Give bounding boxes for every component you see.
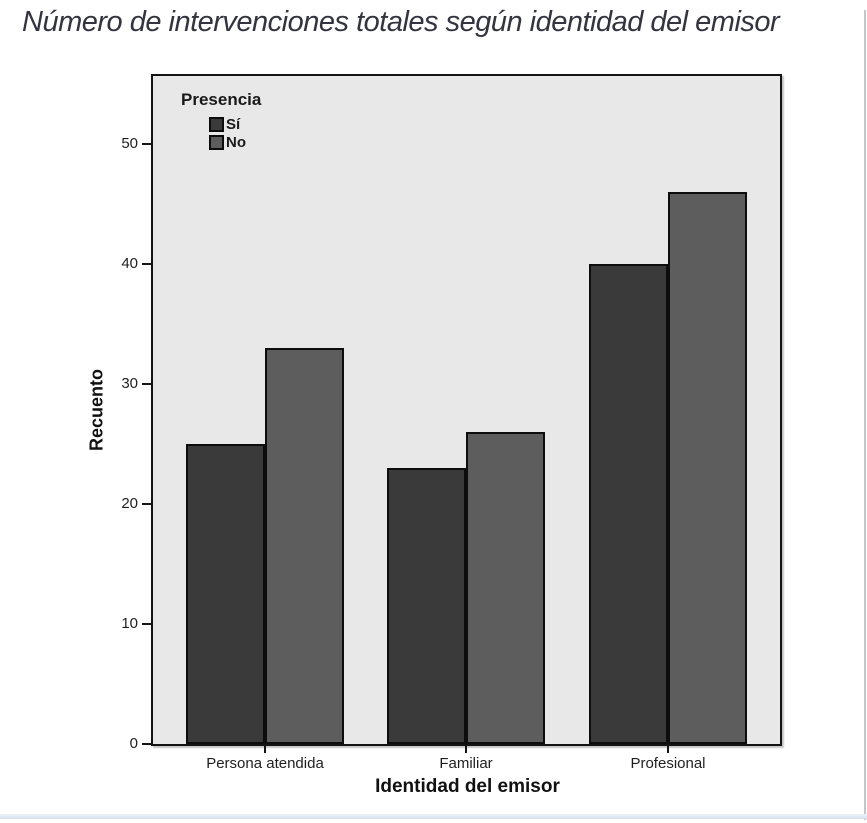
bottom-divider (0, 814, 867, 819)
x-category-label: Profesional (630, 755, 706, 772)
y-tick-label: 50 (121, 135, 138, 152)
bar-No-familiar (466, 432, 545, 744)
y-tick-mark (142, 623, 151, 625)
y-tick-mark (142, 143, 151, 145)
legend-item-label: No (226, 134, 246, 151)
legend-items: Sí No (209, 116, 261, 151)
legend-item-label: Sí (226, 116, 241, 133)
y-tick-mark (142, 383, 151, 385)
x-axis-label: Identidad del emisor (375, 776, 560, 797)
x-category-label: Persona atendida (206, 755, 324, 772)
legend: Presencia Sí No (181, 90, 261, 152)
bar-Sí-familiar (387, 468, 466, 744)
bar-No-profesional (668, 192, 747, 744)
window-edge-divider (864, 10, 866, 820)
legend-swatch-icon (209, 135, 224, 150)
legend-title: Presencia (181, 90, 262, 109)
x-tick-mark (465, 744, 467, 753)
y-tick-label: 20 (121, 495, 138, 512)
bar-Sí-persona-atendida (186, 444, 265, 744)
y-tick-mark (142, 503, 151, 505)
x-category-label: Familiar (439, 755, 493, 772)
y-tick-label: 40 (121, 255, 138, 272)
plot-area: Presencia Sí No (151, 74, 782, 746)
x-tick-mark (264, 744, 266, 753)
x-tick-mark (667, 744, 669, 753)
legend-swatch-icon (209, 117, 224, 132)
chart-title: Número de intervenciones totales según i… (22, 6, 780, 38)
legend-item-sí: Sí (209, 116, 261, 133)
y-tick-mark (142, 263, 151, 265)
y-tick-mark (142, 743, 151, 745)
y-tick-label: 10 (121, 615, 138, 632)
bar-No-persona-atendida (265, 348, 344, 744)
y-tick-label: 30 (121, 375, 138, 392)
y-tick-label: 0 (129, 735, 138, 752)
legend-item-no: No (209, 134, 261, 151)
bar-Sí-profesional (589, 264, 668, 744)
